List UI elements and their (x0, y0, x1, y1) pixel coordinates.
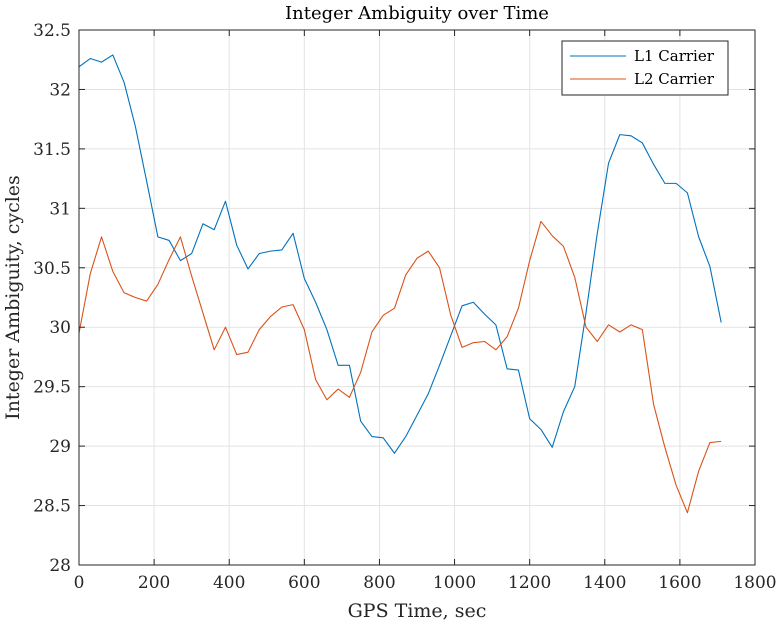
x-tick-label: 1000 (433, 573, 476, 593)
ticks (78, 29, 756, 566)
legend: L1 Carrier L2 Carrier (561, 40, 729, 96)
y-tick-label: 31 (49, 199, 71, 219)
y-axis-label: Integer Ambiguity, cycles (2, 175, 24, 420)
x-tick-label: 0 (74, 573, 85, 593)
y-tick-label: 32.5 (33, 21, 71, 41)
tick-labels: 0 200 400 600 800 1000 1200 1400 1600 1800 28 28.5 2… (33, 21, 776, 593)
series-layer (78, 54, 722, 514)
y-tick-label: 29.5 (33, 378, 71, 398)
legend-box (561, 40, 729, 96)
y-tick-label: 28.5 (33, 497, 71, 517)
y-tick-label: 32 (49, 80, 71, 100)
x-axis-label: GPS Time, sec (348, 600, 487, 622)
x-tick-label: 1400 (583, 573, 626, 593)
x-tick-label: 1800 (733, 573, 776, 593)
legend-label: L2 Carrier (634, 70, 715, 88)
plot-frame (78, 29, 756, 566)
series-line-l2-carrier (78, 220, 722, 514)
x-tick-label: 800 (363, 573, 395, 593)
x-tick-label: 600 (288, 573, 320, 593)
x-tick-label: 1200 (508, 573, 551, 593)
y-tick-label: 30 (49, 318, 71, 338)
y-tick-label: 31.5 (33, 140, 71, 160)
y-tick-label: 29 (49, 437, 71, 457)
x-tick-label: 200 (138, 573, 170, 593)
y-tick-label: 28 (49, 556, 71, 576)
legend-label: L1 Carrier (634, 47, 715, 65)
x-tick-label: 400 (213, 573, 245, 593)
x-tick-label: 1600 (658, 573, 701, 593)
chart-title: Integer Ambiguity over Time (285, 3, 549, 24)
y-tick-label: 30.5 (33, 259, 71, 279)
